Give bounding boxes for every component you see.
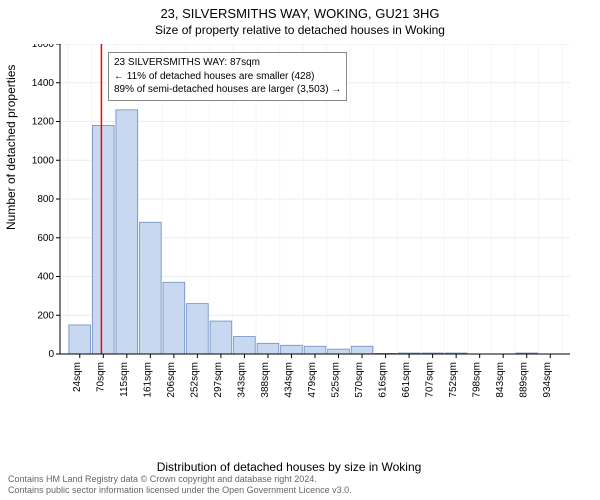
x-tick-label: 525sqm <box>331 362 342 398</box>
x-tick-label: 252sqm <box>189 362 200 398</box>
page-title-line1: 23, SILVERSMITHS WAY, WOKING, GU21 3HG <box>0 0 600 21</box>
y-tick-label: 600 <box>37 233 54 244</box>
x-tick-label: 570sqm <box>354 362 365 398</box>
page-title-line2: Size of property relative to detached ho… <box>0 21 600 37</box>
bar <box>304 346 326 354</box>
x-tick-label: 843sqm <box>495 362 506 398</box>
callout-line1: 23 SILVERSMITHS WAY: 87sqm <box>114 56 341 70</box>
x-tick-label: 934sqm <box>542 362 553 398</box>
y-tick-label: 1600 <box>32 44 55 50</box>
x-tick-label: 388sqm <box>260 362 271 398</box>
x-tick-label: 206sqm <box>166 362 177 398</box>
x-tick-label: 798sqm <box>472 362 483 398</box>
bar <box>140 222 162 354</box>
x-tick-label: 434sqm <box>283 362 294 398</box>
y-tick-label: 0 <box>48 349 54 360</box>
y-tick-label: 1000 <box>32 155 55 166</box>
bar <box>187 304 209 354</box>
x-tick-label: 661sqm <box>401 362 412 398</box>
bar <box>281 345 303 354</box>
x-tick-label: 752sqm <box>448 362 459 398</box>
x-axis-label: Distribution of detached houses by size … <box>0 460 578 474</box>
callout-line2: ← 11% of detached houses are smaller (42… <box>114 70 341 84</box>
callout-line3: 89% of semi-detached houses are larger (… <box>114 83 341 97</box>
x-tick-label: 297sqm <box>213 362 224 398</box>
y-tick-label: 1200 <box>32 117 55 128</box>
footer-line2: Contains public sector information licen… <box>8 485 592 496</box>
y-tick-label: 800 <box>37 194 54 205</box>
bar <box>257 343 279 354</box>
y-tick-label: 400 <box>37 272 54 283</box>
footer: Contains HM Land Registry data © Crown c… <box>8 474 592 496</box>
x-tick-label: 24sqm <box>72 362 83 392</box>
footer-line1: Contains HM Land Registry data © Crown c… <box>8 474 592 485</box>
y-tick-label: 1400 <box>32 78 55 89</box>
bar <box>234 337 256 354</box>
x-tick-label: 889sqm <box>519 362 530 398</box>
x-tick-label: 343sqm <box>236 362 247 398</box>
bar <box>351 346 373 354</box>
x-tick-label: 479sqm <box>307 362 318 398</box>
x-tick-label: 161sqm <box>142 362 153 398</box>
callout-box: 23 SILVERSMITHS WAY: 87sqm ← 11% of deta… <box>108 52 347 101</box>
x-tick-label: 115sqm <box>119 362 130 397</box>
bar <box>116 110 138 354</box>
y-tick-label: 200 <box>37 310 54 321</box>
x-tick-label: 70sqm <box>95 362 106 392</box>
x-tick-label: 707sqm <box>425 362 436 398</box>
x-tick-label: 616sqm <box>378 362 389 398</box>
bar <box>69 325 91 354</box>
bar <box>210 321 232 354</box>
bar <box>328 349 350 354</box>
y-axis-label: Number of detached properties <box>4 65 18 230</box>
bar <box>163 282 185 354</box>
bar <box>92 125 114 354</box>
